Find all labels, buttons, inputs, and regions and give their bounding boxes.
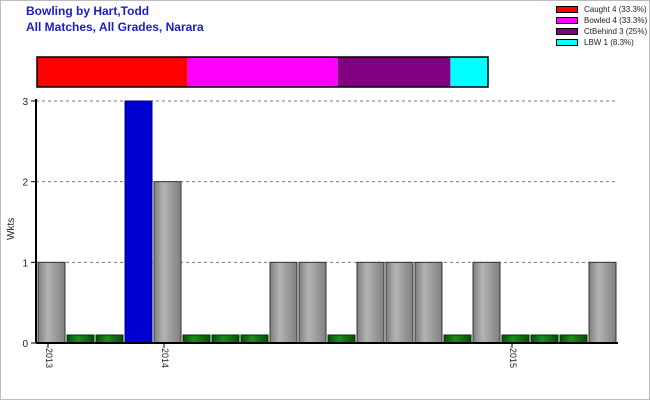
legend: Caught 4 (33.3%) Bowled 4 (33.3%) CtBehi… bbox=[556, 4, 647, 48]
legend-item-caught: Caught 4 (33.3%) bbox=[556, 4, 647, 15]
bar bbox=[37, 261, 66, 344]
bar bbox=[385, 261, 414, 344]
legend-label-caught: Caught 4 (33.3%) bbox=[584, 5, 647, 14]
y-tick-label: 0 bbox=[22, 339, 28, 350]
legend-swatch-bowled bbox=[556, 17, 578, 24]
bar bbox=[501, 334, 530, 344]
bar bbox=[95, 334, 124, 344]
legend-label-ctbehind: CtBehind 3 (25%) bbox=[584, 27, 648, 36]
legend-item-bowled: Bowled 4 (33.3%) bbox=[556, 15, 647, 26]
breakdown-segment-bowled bbox=[187, 57, 338, 87]
bar bbox=[269, 261, 298, 344]
bar-series bbox=[37, 100, 617, 344]
legend-label-bowled: Bowled 4 (33.3%) bbox=[584, 16, 648, 25]
legend-item-ctbehind: CtBehind 3 (25%) bbox=[556, 26, 647, 37]
tick-labels: 0 1 2 3 2013 2014 2015 bbox=[22, 97, 518, 368]
bar bbox=[443, 334, 472, 344]
grid-lines bbox=[36, 100, 618, 263]
y-tick-label: 2 bbox=[22, 178, 28, 189]
breakdown-outline bbox=[36, 56, 489, 88]
bar bbox=[124, 100, 153, 344]
bar bbox=[588, 261, 617, 344]
y-tick-label: 1 bbox=[22, 258, 28, 269]
bar bbox=[298, 261, 327, 344]
bar bbox=[240, 334, 269, 344]
bar bbox=[414, 261, 443, 344]
breakdown-segment-lbw bbox=[450, 57, 488, 87]
x-tick-label: 2013 bbox=[44, 348, 54, 368]
legend-swatch-lbw bbox=[556, 39, 578, 46]
dismissal-breakdown-bar bbox=[36, 56, 489, 88]
bar bbox=[211, 334, 240, 344]
chart-title: Bowling by Hart,Todd bbox=[26, 4, 150, 18]
breakdown-segment-caught bbox=[37, 57, 188, 87]
bar bbox=[327, 334, 356, 344]
bar bbox=[153, 181, 182, 344]
legend-label-lbw: LBW 1 (8.3%) bbox=[584, 38, 634, 47]
legend-item-lbw: LBW 1 (8.3%) bbox=[556, 37, 647, 48]
bar bbox=[182, 334, 211, 344]
bar bbox=[472, 261, 501, 344]
legend-swatch-caught bbox=[556, 6, 578, 13]
bar bbox=[66, 334, 95, 344]
bar bbox=[559, 334, 588, 344]
breakdown-segment-ctbehind bbox=[337, 57, 451, 87]
x-tick-label: 2014 bbox=[160, 348, 170, 368]
bar bbox=[530, 334, 559, 344]
y-tick-label: 3 bbox=[22, 97, 28, 108]
legend-swatch-ctbehind bbox=[556, 28, 578, 35]
axes bbox=[31, 99, 618, 344]
chart-subtitle: All Matches, All Grades, Narara bbox=[26, 20, 204, 34]
x-tick-label: 2015 bbox=[508, 348, 518, 368]
bar bbox=[356, 261, 385, 344]
